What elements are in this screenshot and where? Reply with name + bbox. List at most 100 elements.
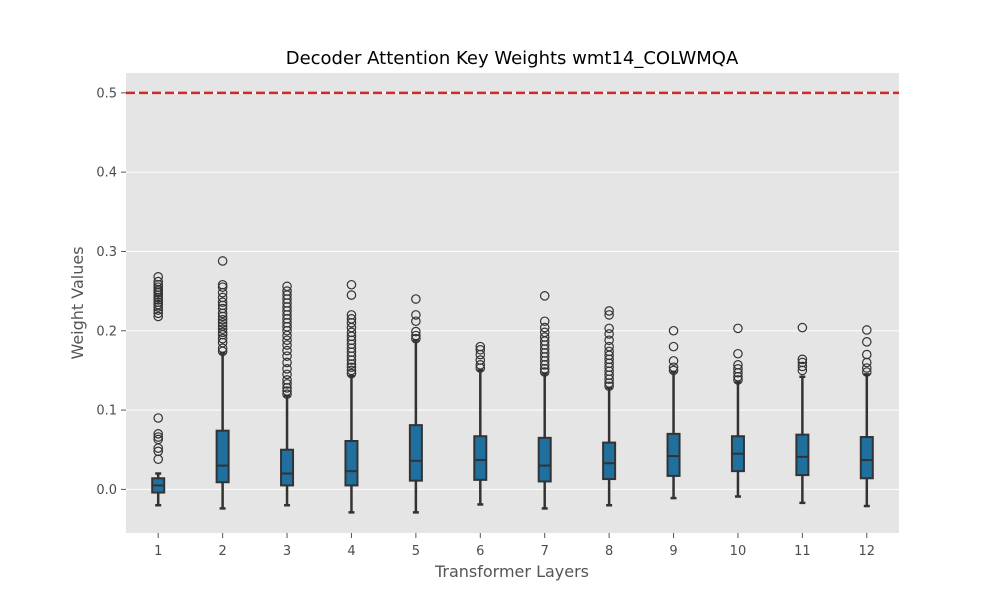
- outlier-point: [217, 333, 228, 344]
- outlier-point: [733, 375, 743, 385]
- x-tick-label: 12: [859, 544, 876, 559]
- outlier-point: [217, 318, 228, 328]
- outlier-point: [282, 364, 292, 374]
- box-series: [151, 256, 874, 514]
- outlier-point: [153, 302, 164, 312]
- iqr-box: [280, 448, 295, 487]
- outlier-point: [475, 344, 486, 355]
- outlier-point: [733, 364, 743, 374]
- outlier-point: [346, 314, 357, 324]
- outlier-point: [733, 360, 743, 370]
- iqr-box: [473, 435, 488, 481]
- box-layer-6: [473, 341, 488, 506]
- outlier-point: [668, 362, 679, 373]
- outlier-point: [217, 279, 228, 290]
- outlier-point: [346, 290, 357, 300]
- x-tick-label: 9: [669, 544, 677, 559]
- x-axis-label: Transformer Layers: [434, 562, 589, 581]
- x-tick-label: 7: [541, 544, 549, 559]
- box-layer-9: [666, 325, 681, 500]
- outlier-point: [411, 326, 421, 337]
- outlier-point: [153, 297, 164, 308]
- y-axis-label: Weight Values: [68, 246, 87, 359]
- y-tick-label: 0.5: [96, 86, 117, 101]
- outlier-point: [797, 322, 808, 333]
- outlier-point: [797, 361, 808, 372]
- outlier-point: [797, 354, 808, 365]
- outlier-point: [217, 314, 228, 325]
- outlier-point: [539, 322, 550, 333]
- iqr-box: [602, 441, 617, 481]
- iqr-box: [859, 436, 874, 480]
- outlier-point: [282, 386, 292, 396]
- iqr-box: [408, 424, 423, 482]
- outlier-point: [217, 327, 228, 338]
- outlier-point: [153, 446, 164, 457]
- box-layer-3: [280, 281, 295, 507]
- outlier-point: [797, 357, 808, 368]
- box-layer-11: [795, 322, 810, 505]
- outlier-point: [217, 256, 228, 266]
- outlier-point: [217, 292, 228, 303]
- x-tick-label: 5: [412, 544, 420, 559]
- outlier-point: [282, 281, 292, 292]
- outlier-point: [411, 294, 421, 304]
- x-tick-label: 6: [476, 544, 484, 559]
- outlier-point: [475, 341, 486, 352]
- x-tick-label: 2: [218, 544, 226, 559]
- iqr-box: [344, 440, 359, 487]
- outlier-point: [861, 337, 872, 347]
- outlier-point: [282, 335, 292, 346]
- outlier-point: [346, 327, 357, 338]
- outlier-point: [153, 434, 164, 445]
- outlier-point: [668, 325, 679, 336]
- x-tick-label: 10: [730, 544, 747, 559]
- iqr-box: [537, 436, 552, 483]
- outlier-point: [217, 343, 228, 354]
- outlier-point: [153, 299, 164, 310]
- box-layer-2: [215, 256, 230, 510]
- outlier-point: [604, 341, 614, 352]
- outlier-point: [733, 323, 743, 334]
- x-tick-label: 8: [605, 544, 613, 559]
- box-layer-8: [602, 306, 617, 507]
- outlier-point: [153, 432, 164, 442]
- outlier-point: [217, 282, 228, 292]
- box-layer-7: [537, 291, 552, 510]
- outlier-point: [282, 351, 292, 361]
- outlier-point: [217, 303, 228, 314]
- y-tick-label: 0.1: [96, 404, 117, 419]
- outlier-point: [153, 276, 164, 287]
- grid-lines: [126, 92, 899, 490]
- y-tick-label: 0.3: [96, 245, 117, 260]
- outlier-point: [604, 329, 614, 339]
- outlier-point: [346, 368, 357, 379]
- iqr-box: [215, 429, 230, 484]
- x-tick-label: 4: [347, 544, 355, 559]
- outlier-point: [411, 330, 421, 341]
- outlier-point: [153, 282, 164, 292]
- outlier-point: [539, 327, 550, 338]
- outlier-point: [604, 381, 614, 392]
- iqr-box: [666, 432, 681, 477]
- outlier-point: [668, 356, 679, 366]
- outlier-point: [604, 310, 614, 320]
- outlier-point: [346, 279, 357, 290]
- outlier-point: [282, 345, 292, 356]
- outlier-point: [346, 310, 357, 320]
- outlier-point: [475, 360, 486, 370]
- outlier-point: [282, 375, 292, 385]
- x-tick-label: 1: [154, 544, 162, 559]
- outlier-point: [346, 362, 357, 373]
- outlier-point: [282, 340, 292, 350]
- iqr-box: [795, 433, 810, 477]
- y-tick-label: 0.0: [96, 483, 117, 498]
- outlier-point: [282, 357, 292, 368]
- outlier-point: [668, 365, 679, 376]
- outlier-point: [153, 413, 164, 423]
- box-layer-5: [408, 294, 423, 514]
- outlier-point: [217, 297, 228, 308]
- chart-title: Decoder Attention Key Weights wmt14_COLW…: [286, 48, 739, 69]
- outlier-point: [153, 429, 164, 439]
